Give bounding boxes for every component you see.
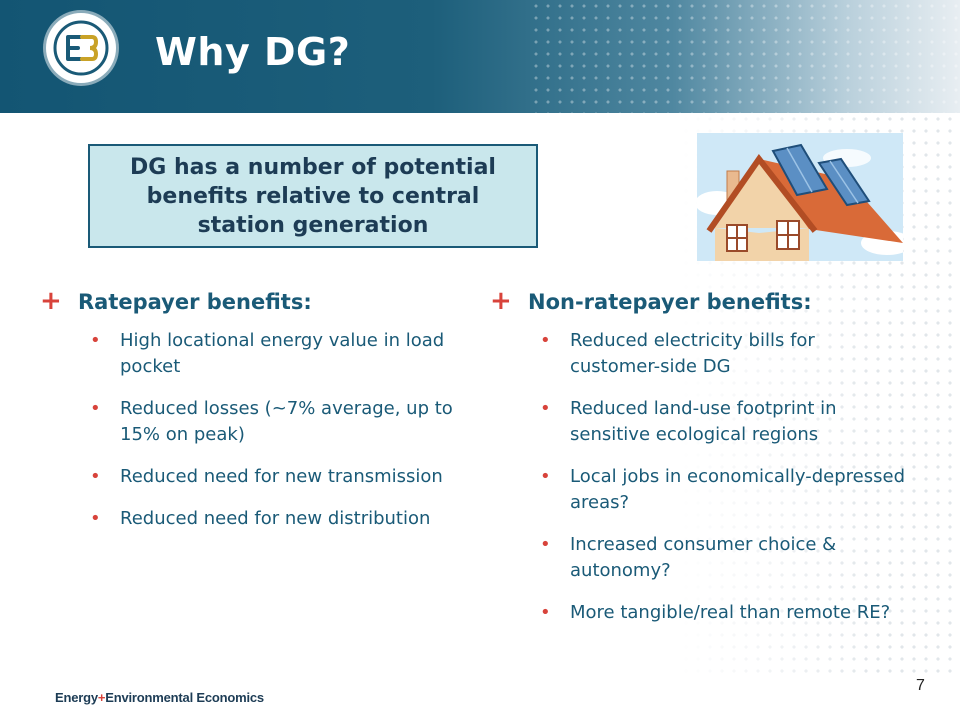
plus-icon: + bbox=[40, 286, 62, 316]
callout-text: DG has a number of potential benefits re… bbox=[130, 154, 496, 238]
ratepayer-benefits-column: + Ratepayer benefits: • High locational e… bbox=[40, 288, 470, 548]
list-item: • High locational energy value in load po… bbox=[90, 328, 470, 380]
list-item-text: Reduced losses (~7% average, up to 15% o… bbox=[120, 398, 453, 445]
brand-part2: Environmental Economics bbox=[105, 690, 264, 705]
list-item: • Reduced losses (~7% average, up to 15% … bbox=[90, 396, 470, 448]
bullet-icon: • bbox=[540, 330, 551, 351]
list-item: • More tangible/real than remote RE? bbox=[540, 600, 910, 626]
slide-title: Why DG? bbox=[155, 30, 351, 74]
bullet-icon: • bbox=[540, 466, 551, 487]
list-item-text: Reduced electricity bills for customer-s… bbox=[570, 330, 815, 377]
brand-part1: Energy bbox=[55, 690, 98, 705]
non-ratepayer-list: • Reduced electricity bills for customer-… bbox=[490, 328, 910, 626]
non-ratepayer-heading-row: + Non-ratepayer benefits: bbox=[490, 288, 910, 314]
non-ratepayer-benefits-column: + Non-ratepayer benefits: • Reduced elect… bbox=[490, 288, 910, 642]
page-number: 7 bbox=[916, 677, 925, 694]
bullet-icon: • bbox=[90, 330, 101, 351]
bullet-icon: • bbox=[540, 398, 551, 419]
list-item: • Increased consumer choice & autonomy? bbox=[540, 532, 910, 584]
list-item-text: Reduced land-use footprint in sensitive … bbox=[570, 398, 837, 445]
ratepayer-heading-row: + Ratepayer benefits: bbox=[40, 288, 470, 314]
list-item-text: More tangible/real than remote RE? bbox=[570, 602, 891, 623]
list-item-text: High locational energy value in load poc… bbox=[120, 330, 445, 377]
list-item: • Local jobs in economically-depressed ar… bbox=[540, 464, 910, 516]
list-item: • Reduced land-use footprint in sensitive… bbox=[540, 396, 910, 448]
list-item-text: Local jobs in economically-depressed are… bbox=[570, 466, 906, 513]
callout-box: DG has a number of potential benefits re… bbox=[88, 144, 538, 248]
bullet-icon: • bbox=[90, 466, 101, 487]
header-bar: Why DG? bbox=[0, 0, 960, 113]
bullet-icon: • bbox=[90, 508, 101, 529]
non-ratepayer-heading: Non-ratepayer benefits: bbox=[528, 290, 812, 314]
e3-logo-mark bbox=[53, 20, 109, 76]
ratepayer-heading: Ratepayer benefits: bbox=[78, 290, 312, 314]
bullet-icon: • bbox=[540, 534, 551, 555]
brand-plus: + bbox=[97, 690, 106, 705]
ratepayer-list: • High locational energy value in load po… bbox=[40, 328, 470, 532]
list-item-text: Increased consumer choice & autonomy? bbox=[570, 534, 837, 581]
plus-icon: + bbox=[490, 286, 512, 316]
list-item: • Reduced need for new distribution bbox=[90, 506, 470, 532]
bullet-icon: • bbox=[540, 602, 551, 623]
bullet-icon: • bbox=[90, 398, 101, 419]
footer-brand-logo: Energy+Environmental Economics bbox=[55, 690, 264, 705]
house-solar-panels-icon bbox=[697, 133, 903, 261]
list-item-text: Reduced need for new distribution bbox=[120, 508, 431, 529]
list-item: • Reduced electricity bills for customer-… bbox=[540, 328, 910, 380]
list-item: • Reduced need for new transmission bbox=[90, 464, 470, 490]
header-dot-pattern bbox=[530, 0, 960, 113]
e3-logo-icon bbox=[46, 13, 116, 83]
list-item-text: Reduced need for new transmission bbox=[120, 466, 443, 487]
